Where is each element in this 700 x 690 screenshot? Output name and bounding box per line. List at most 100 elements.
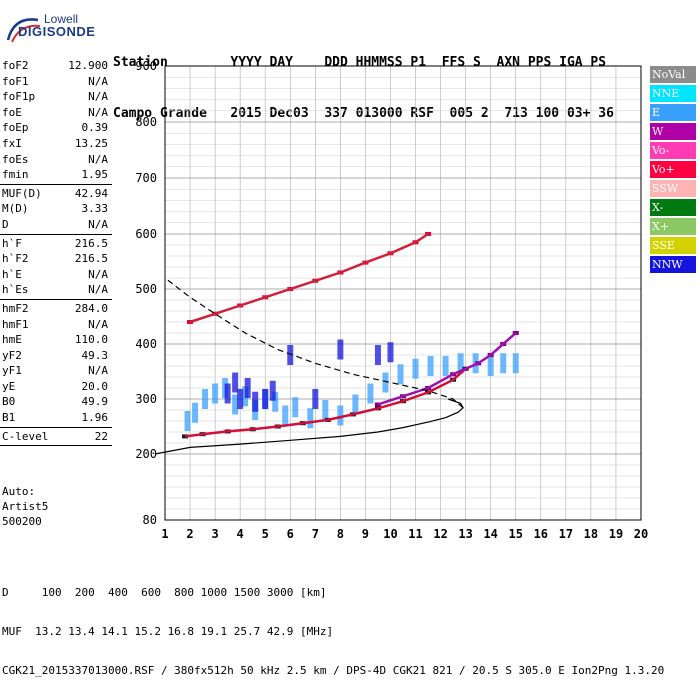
param-label: foF1p (2, 90, 36, 104)
echo-cluster-point (292, 397, 299, 418)
x-tick-label: 15 (509, 527, 523, 541)
param-separator (0, 183, 112, 185)
param-value: N/A (88, 317, 108, 331)
topside-profile-line (164, 277, 464, 409)
param-value: N/A (88, 90, 108, 104)
param-value: 22 (94, 429, 108, 443)
param-value: 49.9 (81, 395, 109, 409)
param-value: 284.0 (74, 301, 108, 315)
trace-point (512, 331, 519, 335)
param-row: foE N/A (0, 105, 112, 121)
echo-cluster-point (397, 364, 404, 385)
footer-info: D 100 200 400 600 800 1000 1500 3000 [km… (2, 560, 664, 690)
trace-line (189, 232, 429, 324)
footer-distance-row: D 100 200 400 600 800 1000 1500 3000 [km… (2, 586, 327, 599)
echo-cluster-point (427, 356, 434, 376)
param-label: foE (2, 105, 22, 119)
plot-frame (164, 65, 642, 521)
param-row: h`E N/A (0, 267, 112, 283)
legend-item-w: W (650, 123, 696, 140)
param-row: foEs N/A (0, 152, 112, 168)
param-label: fxI (2, 136, 22, 150)
legend-item-ssw: SSW (650, 180, 696, 197)
ionogram-plot: 1 2 3 4 5 6 7 8 9 10 11 12 13 14 15 16 17 18 19 20802003004… (135, 59, 648, 541)
x-tick-label: 5 (262, 527, 269, 541)
y-tick-label: 80 (143, 513, 157, 527)
param-value: 110.0 (74, 333, 108, 347)
param-value: N/A (88, 152, 108, 166)
param-label: foF2 (2, 59, 29, 72)
echo-cluster-point (184, 411, 191, 431)
param-label: D (2, 217, 9, 231)
param-row: B1 1.96 (0, 410, 112, 426)
auto-label: Auto: (2, 485, 36, 498)
param-row: yE 20.0 (0, 379, 112, 395)
param-value: 49.3 (81, 348, 109, 362)
param-value: N/A (88, 217, 108, 231)
echo-cluster-point (322, 400, 329, 420)
auto-program: Artist5 (2, 500, 49, 513)
x-tick-label: 2 (186, 527, 193, 541)
param-row: hmE 110.0 (0, 332, 112, 348)
param-label: hmF2 (2, 301, 29, 315)
y-tick-label: 600 (135, 227, 157, 241)
param-value: N/A (88, 74, 108, 88)
param-label: B1 (2, 411, 16, 425)
param-row: B0 49.9 (0, 394, 112, 410)
plot-grid (165, 65, 641, 521)
x-tick-label: 12 (433, 527, 447, 541)
y-tick-label: 500 (135, 282, 157, 296)
legend-item-x-minus: X- (650, 199, 696, 216)
param-value: N/A (88, 105, 108, 119)
x-tick-label: 18 (584, 527, 598, 541)
param-label: B0 (2, 395, 16, 409)
plot-marks (154, 232, 519, 455)
param-label: foEs (2, 152, 29, 166)
polarization-legend: NoVal NNE E W Vo- Vo+ SSW X- X+ SSE NNW (650, 66, 696, 275)
x-tick-label: 14 (483, 527, 497, 541)
autoscaling-info: Auto: Artist5 500200 (2, 484, 48, 529)
param-value: N/A (88, 267, 108, 281)
param-row: MUF(D) 42.94 (0, 186, 112, 202)
echo-cluster-point (269, 380, 276, 401)
echo-cluster-point (500, 353, 507, 374)
param-label: h`E (2, 267, 22, 281)
param-row: M(D) 3.33 (0, 201, 112, 217)
y-tick-label: 700 (135, 171, 157, 185)
x-tick-label: 20 (634, 527, 648, 541)
param-row: foF2 12.900 (0, 58, 112, 74)
param-value: 216.5 (74, 236, 108, 250)
param-row: yF1 N/A (0, 363, 112, 379)
param-label: hmF1 (2, 317, 29, 331)
param-row: fxI 13.25 (0, 136, 112, 152)
param-label: C-level (2, 429, 49, 443)
legend-item-vo-minus: Vo- (650, 142, 696, 159)
param-label: MUF(D) (2, 186, 42, 200)
echo-cluster-point (352, 394, 359, 415)
param-row: D N/A (0, 217, 112, 233)
echo-cluster-point (237, 389, 244, 409)
echo-cluster-point (382, 372, 389, 393)
echo-cluster-point (262, 389, 269, 409)
param-label: h`Es (2, 283, 29, 297)
echo-cluster-point (312, 389, 319, 409)
param-value: N/A (88, 283, 108, 297)
param-row: foF1p N/A (0, 89, 112, 105)
param-label: yE (2, 379, 16, 393)
param-value: 12.900 (68, 59, 108, 72)
x-tick-label: 6 (287, 527, 294, 541)
param-row: h`F 216.5 (0, 236, 112, 252)
param-value: 3.33 (81, 202, 109, 216)
param-separator (0, 445, 112, 447)
param-row: h`F2 216.5 (0, 251, 112, 267)
x-tick-label: 17 (559, 527, 573, 541)
param-value: 216.5 (74, 252, 108, 266)
x-tick-label: 19 (609, 527, 623, 541)
param-label: M(D) (2, 202, 29, 216)
header-row-values: Campo Grande 2015 Dec03 337 013000 RSF 0… (113, 106, 614, 121)
legend-item-x-minus: X+ (650, 218, 696, 235)
y-tick-label: 800 (135, 115, 157, 129)
echo-cluster-point (272, 391, 279, 412)
param-value: 0.39 (81, 121, 109, 135)
param-value: 1.96 (81, 411, 109, 425)
